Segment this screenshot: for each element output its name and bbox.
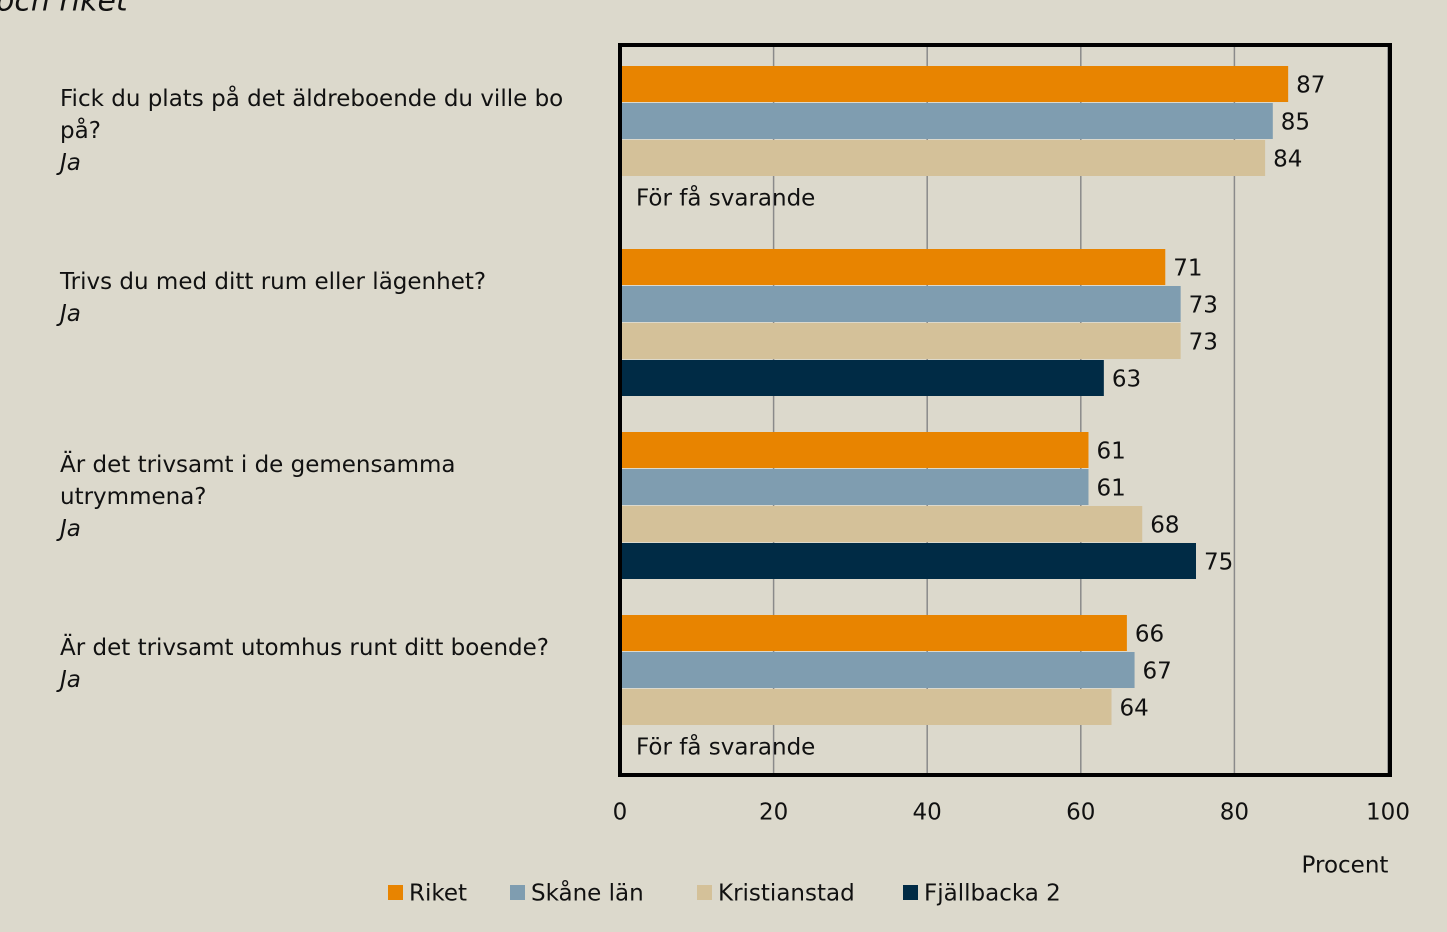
x-tick-label: 20 bbox=[759, 800, 788, 826]
legend-label: Riket bbox=[409, 881, 467, 907]
bar bbox=[620, 66, 1289, 102]
bar bbox=[620, 615, 1127, 651]
category-label: Trivs du med ditt rum eller lägenhet? Ja bbox=[60, 266, 580, 330]
category-text: Trivs du med ditt rum eller lägenhet? bbox=[60, 269, 487, 295]
category-note: Ja bbox=[60, 667, 81, 693]
bar bbox=[620, 432, 1089, 468]
category-text: Är det trivsamt utomhus runt ditt boende… bbox=[60, 635, 550, 661]
category-note: Ja bbox=[60, 301, 81, 327]
value-label: 71 bbox=[1173, 256, 1202, 282]
x-axis-label: Procent bbox=[1302, 853, 1389, 879]
legend-swatch bbox=[510, 885, 525, 900]
category-note: Ja bbox=[60, 150, 81, 176]
category-text: Fick du plats på det äldreboende du vill… bbox=[60, 86, 564, 144]
chart-title: och riket bbox=[0, 0, 129, 19]
bar bbox=[620, 689, 1112, 725]
bar bbox=[620, 103, 1273, 139]
bar bbox=[620, 543, 1196, 579]
category-text: Är det trivsamt i de gemensamma utrymmen… bbox=[60, 452, 456, 510]
x-tick-label: 100 bbox=[1366, 800, 1410, 826]
value-label: 73 bbox=[1189, 293, 1218, 319]
value-label: 68 bbox=[1150, 513, 1179, 539]
annotation: För få svarande bbox=[636, 733, 815, 761]
legend-label: Fjällbacka 2 bbox=[924, 881, 1061, 907]
value-label: 73 bbox=[1189, 330, 1218, 356]
category-label: Är det trivsamt i de gemensamma utrymmen… bbox=[60, 449, 580, 545]
bar bbox=[620, 360, 1104, 396]
value-label: 75 bbox=[1204, 550, 1233, 576]
legend-label: Skåne län bbox=[531, 879, 644, 907]
x-tick-label: 0 bbox=[613, 800, 628, 826]
legend-swatch bbox=[697, 885, 712, 900]
value-label: 61 bbox=[1096, 476, 1125, 502]
x-tick-label: 80 bbox=[1220, 800, 1249, 826]
category-label: Är det trivsamt utomhus runt ditt boende… bbox=[60, 632, 580, 696]
bar bbox=[620, 323, 1181, 359]
bar bbox=[620, 652, 1135, 688]
bar bbox=[620, 249, 1166, 285]
category-label: Fick du plats på det äldreboende du vill… bbox=[60, 83, 580, 179]
annotation: För få svarande bbox=[636, 184, 815, 212]
x-tick-label: 60 bbox=[1066, 800, 1095, 826]
value-label: 84 bbox=[1273, 147, 1302, 173]
legend-swatch bbox=[903, 885, 918, 900]
value-label: 66 bbox=[1135, 622, 1164, 648]
category-note: Ja bbox=[60, 516, 81, 542]
bar bbox=[620, 506, 1143, 542]
value-label: 63 bbox=[1112, 367, 1141, 393]
value-label: 85 bbox=[1281, 110, 1310, 136]
plot-frame bbox=[618, 43, 1392, 777]
legend-label: Kristianstad bbox=[718, 881, 855, 907]
bar bbox=[620, 469, 1089, 505]
value-label: 87 bbox=[1296, 73, 1325, 99]
bar bbox=[620, 286, 1181, 322]
x-tick-label: 40 bbox=[913, 800, 942, 826]
value-label: 67 bbox=[1143, 659, 1172, 685]
value-label: 61 bbox=[1096, 439, 1125, 465]
value-label: 64 bbox=[1120, 696, 1149, 722]
legend-swatch bbox=[388, 885, 403, 900]
bar bbox=[620, 140, 1266, 176]
